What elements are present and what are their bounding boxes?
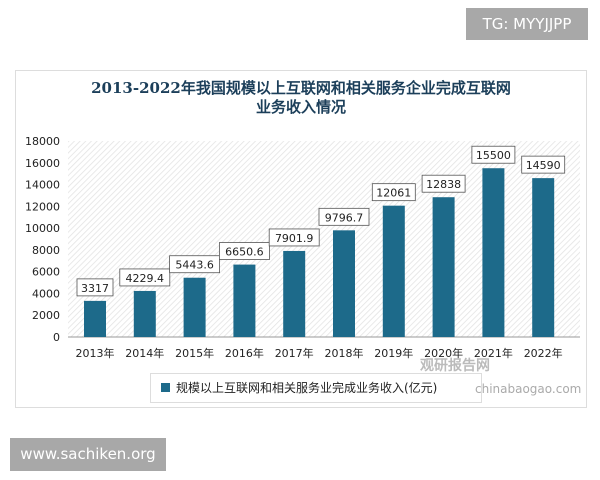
x-tick-label: 2017年 bbox=[275, 346, 314, 360]
data-label-box bbox=[371, 183, 416, 202]
bar bbox=[133, 290, 156, 337]
y-tick-label: 2000 bbox=[32, 309, 60, 322]
x-tick-label: 2020年 bbox=[424, 346, 463, 360]
data-label-box bbox=[268, 228, 320, 247]
data-label: 12838 bbox=[426, 178, 461, 191]
bar bbox=[333, 230, 355, 337]
legend-swatch bbox=[161, 383, 170, 392]
bar bbox=[532, 178, 555, 337]
y-tick-label: 4000 bbox=[32, 287, 60, 300]
bar bbox=[432, 197, 455, 337]
data-label-box bbox=[421, 174, 466, 193]
x-tick-label: 2014年 bbox=[125, 346, 164, 360]
data-label: 12061 bbox=[376, 187, 411, 200]
data-label: 6650.6 bbox=[225, 246, 264, 259]
data-label: 14590 bbox=[526, 159, 561, 172]
data-label: 3317 bbox=[81, 282, 109, 295]
data-label-box bbox=[169, 255, 221, 274]
y-tick-label: 6000 bbox=[32, 266, 60, 279]
data-label-box bbox=[119, 268, 171, 287]
chart-title: 2013-2022年我国规模以上互联网和相关服务企业完成互联网 业务收入情况 bbox=[16, 79, 586, 117]
data-label-box bbox=[318, 207, 370, 226]
data-label: 15500 bbox=[476, 149, 511, 162]
title-line-1: 2013-2022年我国规模以上互联网和相关服务企业完成互联网 bbox=[91, 79, 511, 97]
bar bbox=[482, 168, 505, 337]
title-line-2: 业务收入情况 bbox=[255, 98, 346, 116]
y-tick-label: 10000 bbox=[25, 222, 60, 235]
x-tick-label: 2019年 bbox=[374, 346, 413, 360]
y-tick-label: 0 bbox=[53, 331, 60, 344]
legend: 规模以上互联网和相关服务业完成业务收入(亿元) bbox=[150, 373, 482, 403]
y-tick-label: 14000 bbox=[25, 179, 60, 192]
data-label: 5443.6 bbox=[175, 259, 214, 272]
x-tick-label: 2022年 bbox=[524, 346, 563, 360]
data-label: 4229.4 bbox=[126, 272, 165, 285]
data-label: 9796.7 bbox=[325, 211, 364, 224]
bar bbox=[183, 277, 206, 337]
x-tick-label: 2013年 bbox=[76, 346, 115, 360]
x-tick-label: 2018年 bbox=[325, 346, 364, 360]
x-tick-label: 2021年 bbox=[474, 346, 513, 360]
y-tick-label: 8000 bbox=[32, 244, 60, 257]
watermark-tg: TG: MYYJJPP bbox=[466, 8, 588, 40]
data-label: 7901.9 bbox=[275, 232, 314, 245]
bar bbox=[233, 264, 256, 337]
bar bbox=[382, 205, 405, 337]
y-tick-label: 18000 bbox=[25, 135, 60, 148]
watermark-logo-url: chinabaogao.com bbox=[475, 382, 582, 396]
x-tick-label: 2016年 bbox=[225, 346, 264, 360]
y-tick-label: 12000 bbox=[25, 200, 60, 213]
data-label-box bbox=[521, 155, 566, 174]
legend-label: 规模以上互联网和相关服务业完成业务收入(亿元) bbox=[176, 381, 438, 395]
bar bbox=[283, 250, 306, 337]
data-label-box bbox=[76, 278, 114, 297]
bar bbox=[84, 300, 106, 337]
x-tick-label: 2015年 bbox=[175, 346, 214, 360]
watermark-logo: 观研报告网 bbox=[420, 358, 490, 374]
data-label-box bbox=[218, 242, 270, 260]
watermark-site: www.sachiken.org bbox=[10, 438, 166, 471]
data-label-box bbox=[471, 145, 516, 164]
y-tick-label: 16000 bbox=[25, 157, 60, 170]
